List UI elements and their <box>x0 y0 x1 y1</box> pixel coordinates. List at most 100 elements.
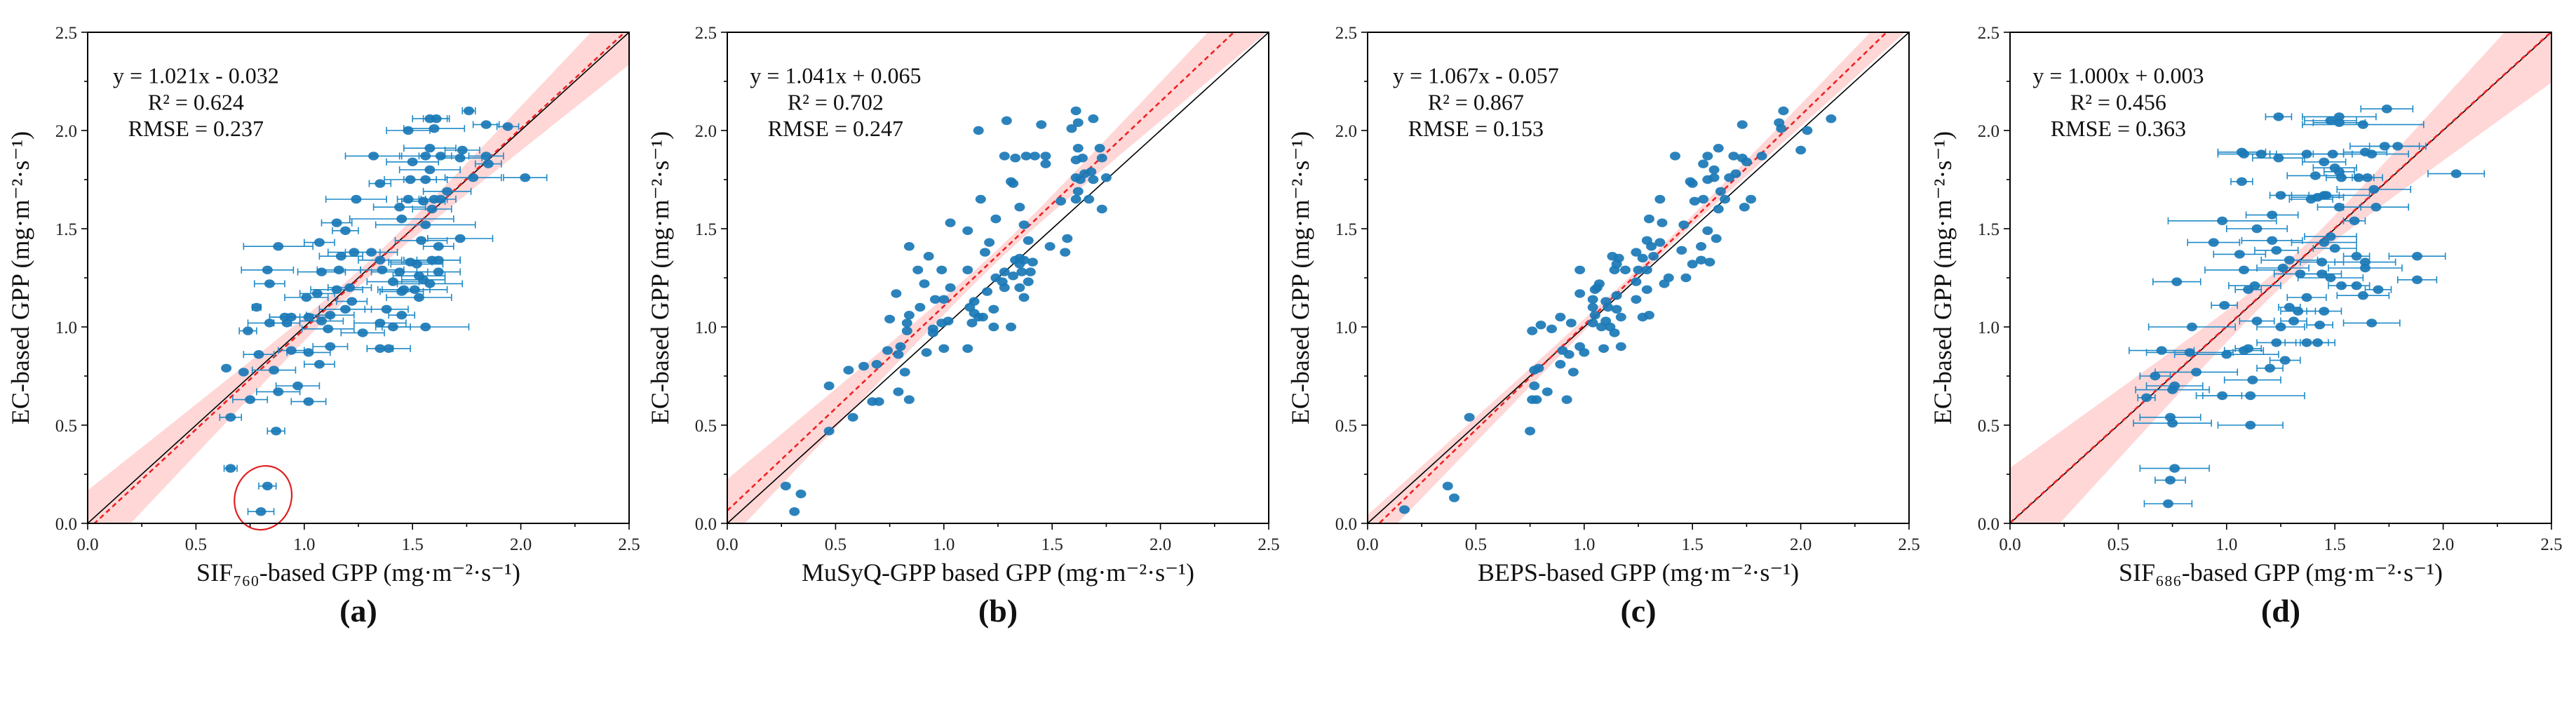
data-point <box>2245 420 2256 430</box>
data-point <box>424 114 436 123</box>
one-to-one-line <box>88 32 629 523</box>
data-point <box>893 350 904 359</box>
data-point <box>2362 173 2373 182</box>
data-point <box>945 283 956 293</box>
data-point <box>1072 144 1084 153</box>
y-tick-label: 0.0 <box>695 515 717 534</box>
y-axis-label: EC-based GPP (mg·m⁻²·s⁻¹) <box>6 131 34 424</box>
data-point <box>1730 169 1741 178</box>
data-point <box>2359 263 2371 273</box>
data-point <box>2329 243 2340 253</box>
data-point <box>1010 154 1021 163</box>
data-point <box>2319 157 2330 166</box>
rmse: RMSE = 0.247 <box>768 116 903 141</box>
data-point <box>1598 344 1610 353</box>
x-axis-label: BEPS-based GPP (mg·m⁻²·s⁻¹) <box>1478 558 1799 587</box>
y-tick-label: 2.5 <box>695 24 717 43</box>
x-tick-label: 2.5 <box>1257 535 1279 554</box>
y-tick-label: 2.5 <box>1978 24 2000 43</box>
data-point <box>1689 196 1700 206</box>
y-axis-label: EC-based GPP (mg·m⁻²·s⁻¹) <box>646 131 674 424</box>
data-point <box>1737 120 1748 129</box>
data-point <box>962 226 973 235</box>
plot-area <box>1368 32 1909 523</box>
data-point <box>1449 493 1460 502</box>
data-point <box>2245 391 2256 401</box>
data-point <box>2217 391 2228 401</box>
data-point <box>1680 273 1692 283</box>
data-point <box>1096 204 1107 214</box>
data-point <box>1631 295 1642 304</box>
data-point <box>1646 242 1657 251</box>
data-point <box>285 346 297 355</box>
data-point <box>243 326 254 335</box>
data-point <box>1561 395 1572 404</box>
data-point <box>1756 152 1767 161</box>
x-tick-label: 2.0 <box>1790 535 1812 554</box>
data-point <box>1531 395 1542 404</box>
data-point <box>396 287 407 296</box>
data-point <box>2165 476 2176 485</box>
data-point <box>2325 116 2336 126</box>
data-point <box>2312 338 2323 347</box>
rmse: RMSE = 0.153 <box>1408 116 1544 141</box>
data-point <box>2150 371 2161 381</box>
data-point <box>895 342 906 351</box>
data-point <box>2353 173 2364 182</box>
x-tick-label: 1.5 <box>402 535 424 554</box>
data-point <box>1702 226 1713 235</box>
data-point <box>2351 281 2362 290</box>
data-point <box>1687 179 1698 188</box>
x-tick-label: 2.5 <box>1898 535 1920 554</box>
data-point <box>442 187 453 196</box>
data-point <box>483 159 494 168</box>
data-point <box>1603 302 1614 312</box>
data-point <box>999 267 1010 276</box>
data-point <box>1631 277 1642 286</box>
data-point <box>1776 124 1787 133</box>
y-tick-label: 0.0 <box>1335 515 1357 534</box>
data-point <box>938 295 950 304</box>
data-point <box>1574 289 1586 298</box>
rmse: RMSE = 0.237 <box>128 116 264 141</box>
data-point <box>1637 253 1648 263</box>
data-point <box>1669 152 1680 161</box>
data-point <box>2184 348 2195 357</box>
plot-area <box>2010 32 2551 523</box>
panel-a: 0.0 0.5 1.0 1.5 2.0 2.5 0.0 0.5 1.0 1.5 2.0 2.5 SIF₇… <box>6 24 640 629</box>
data-point <box>1008 272 1019 281</box>
data-point <box>923 252 934 261</box>
data-point <box>1596 322 1607 332</box>
data-point <box>2171 277 2183 286</box>
x-tick-label: 1.5 <box>1682 535 1704 554</box>
data-point <box>2335 173 2347 182</box>
data-point <box>2273 154 2284 163</box>
data-point <box>375 255 386 264</box>
data-point <box>1611 304 1622 314</box>
data-point <box>2301 293 2312 302</box>
data-point <box>375 319 386 328</box>
panel-label: (b) <box>978 593 1018 629</box>
regression-equation: y = 1.067x - 0.057 <box>1393 63 1559 88</box>
data-point <box>2301 338 2312 347</box>
data-point <box>999 152 1010 161</box>
fit-line <box>2010 32 2551 523</box>
data-point <box>1100 173 1112 182</box>
data-point <box>1014 283 1025 293</box>
data-point <box>1609 265 1620 274</box>
data-point <box>990 214 1002 224</box>
x-tick-label: 2.0 <box>510 535 532 554</box>
data-point <box>480 152 492 161</box>
data-point <box>1535 321 1546 330</box>
data-point <box>1563 350 1574 359</box>
data-point <box>2239 265 2250 274</box>
y-tick-label: 0.5 <box>55 417 77 436</box>
data-point <box>1648 252 1659 261</box>
data-point <box>2275 322 2286 332</box>
y-tick-label: 1.0 <box>695 319 717 337</box>
y-tick-label: 1.5 <box>695 220 717 239</box>
data-point <box>2208 238 2219 247</box>
regression-equation: y = 1.000x + 0.003 <box>2032 63 2204 88</box>
data-point <box>1062 234 1073 243</box>
data-point <box>912 265 924 274</box>
